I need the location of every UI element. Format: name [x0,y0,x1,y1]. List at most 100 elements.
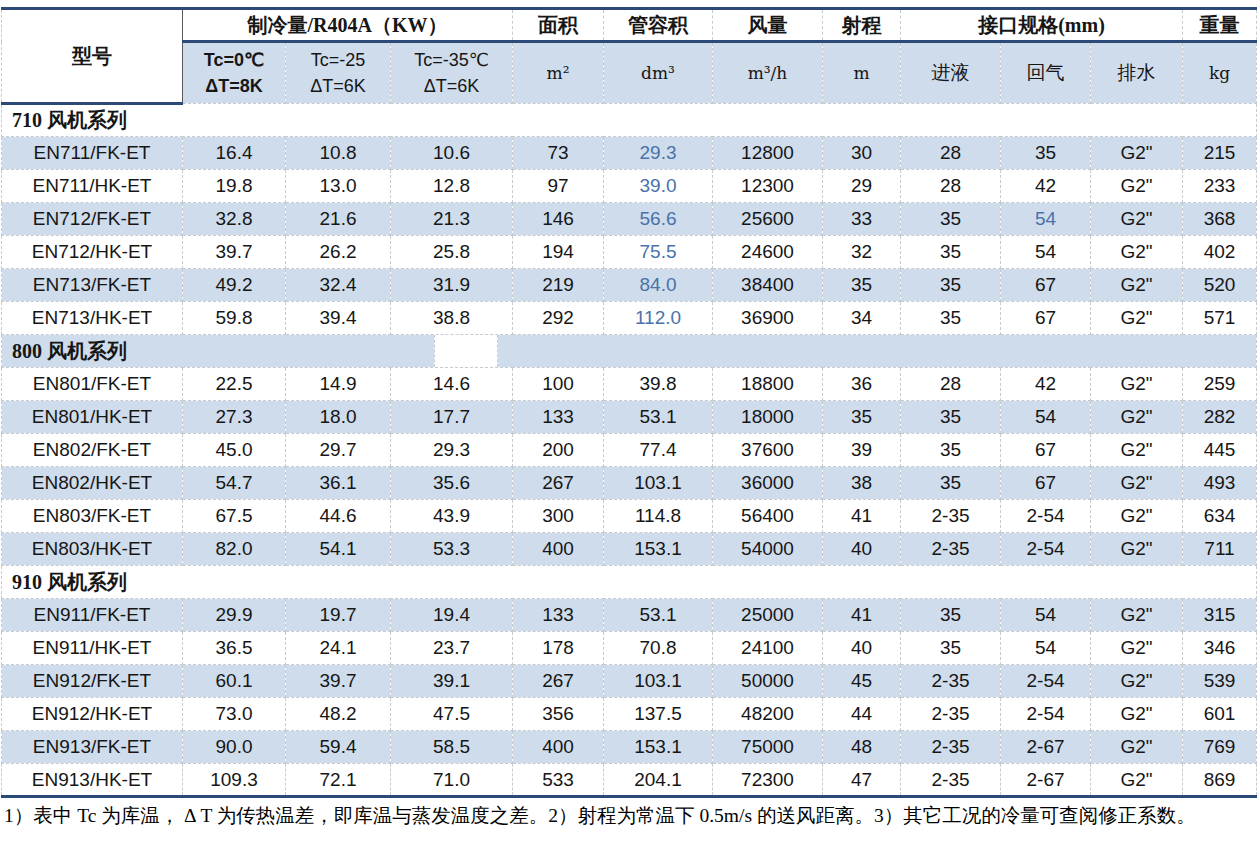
header-air-flow-unit: m³/h [713,42,823,104]
cell-flow: 18000 [713,401,823,434]
cell-vol: 77.4 [604,434,713,467]
cell-tc35: 43.9 [391,500,513,533]
cell-liquid: 2-35 [901,500,1001,533]
cell-weight: 634 [1183,500,1257,533]
cell-vol: 70.8 [604,632,713,665]
cell-range: 40 [823,632,901,665]
cell-drain: G2" [1091,302,1183,335]
cell-liquid: 2-35 [901,698,1001,731]
header-throw-unit: m [823,42,901,104]
cell-tc25: 54.1 [286,533,391,566]
cell-area: 292 [513,302,604,335]
table-row: EN912/FK-ET60.139.739.1267103.150000452-… [2,665,1257,698]
cell-drain: G2" [1091,500,1183,533]
cell-vol: 53.1 [604,599,713,632]
cell-vol: 53.1 [604,401,713,434]
cell-gas: 2-54 [1001,665,1091,698]
cell-tc35: 71.0 [391,764,513,797]
cell-drain: G2" [1091,599,1183,632]
cell-tc25: 19.7 [286,599,391,632]
cell-vol: 112.0 [604,302,713,335]
cell-liquid: 35 [901,269,1001,302]
cell-range: 35 [823,401,901,434]
cell-weight: 233 [1183,170,1257,203]
cell-tc25: 13.0 [286,170,391,203]
cell-flow: 36000 [713,467,823,500]
cell-model: EN802/HK-ET [2,467,183,500]
header-air-flow: 风量 [713,9,823,42]
cell-flow: 25600 [713,203,823,236]
cell-range: 40 [823,533,901,566]
cell-drain: G2" [1091,170,1183,203]
cell-area: 356 [513,698,604,731]
table-row: EN802/HK-ET54.736.135.6267103.1360003835… [2,467,1257,500]
cell-model: EN801/FK-ET [2,368,183,401]
table-row: EN803/HK-ET82.054.153.3400153.154000402-… [2,533,1257,566]
cell-area: 97 [513,170,604,203]
cell-area: 73 [513,137,604,170]
cell-area: 146 [513,203,604,236]
cell-model: EN802/FK-ET [2,434,183,467]
cell-tc25: 29.7 [286,434,391,467]
cell-range: 35 [823,269,901,302]
cell-area: 219 [513,269,604,302]
table-row: EN713/HK-ET59.839.438.8292112.0369003435… [2,302,1257,335]
cell-range: 41 [823,599,901,632]
cell-liquid: 35 [901,632,1001,665]
cell-flow: 48200 [713,698,823,731]
cell-drain: G2" [1091,764,1183,797]
section-title: 800 风机系列 [2,335,1257,368]
table-row: EN712/HK-ET39.726.225.819475.52460032355… [2,236,1257,269]
table-row: EN801/FK-ET22.514.914.610039.81880036284… [2,368,1257,401]
table-row: EN712/FK-ET32.821.621.314656.62560033355… [2,203,1257,236]
header-row-groups: 型号 制冷量/R404A（KW） 面积 管容积 风量 射程 接口规格(mm) 重… [2,9,1257,42]
cell-gas: 2-54 [1001,533,1091,566]
cell-area: 178 [513,632,604,665]
cell-flow: 72300 [713,764,823,797]
cell-gas: 54 [1001,599,1091,632]
cell-vol: 103.1 [604,467,713,500]
cell-weight: 402 [1183,236,1257,269]
cell-weight: 259 [1183,368,1257,401]
cell-model: EN711/HK-ET [2,170,183,203]
table-row: EN803/FK-ET67.544.643.9300114.856400412-… [2,500,1257,533]
cell-tc25: 48.2 [286,698,391,731]
cell-model: EN912/FK-ET [2,665,183,698]
header-model: 型号 [2,9,183,104]
cell-vol: 84.0 [604,269,713,302]
cell-drain: G2" [1091,401,1183,434]
cell-vol: 137.5 [604,698,713,731]
cell-liquid: 35 [901,203,1001,236]
cell-range: 48 [823,731,901,764]
cell-flow: 18800 [713,368,823,401]
cell-model: EN711/FK-ET [2,137,183,170]
unshaded-cell [434,335,498,367]
cell-weight: 769 [1183,731,1257,764]
cell-gas: 67 [1001,434,1091,467]
cell-tc35: 17.7 [391,401,513,434]
cell-liquid: 28 [901,170,1001,203]
table-row: EN713/FK-ET49.232.431.921984.03840035356… [2,269,1257,302]
table-row: EN711/HK-ET19.813.012.89739.012300292842… [2,170,1257,203]
cell-tc25: 18.0 [286,401,391,434]
cell-vol: 103.1 [604,665,713,698]
cell-tc0: 54.7 [183,467,286,500]
cell-range: 39 [823,434,901,467]
cell-liquid: 2-35 [901,533,1001,566]
cell-gas: 54 [1001,203,1091,236]
cell-liquid: 2-35 [901,665,1001,698]
cell-weight: 601 [1183,698,1257,731]
cell-vol: 39.8 [604,368,713,401]
spec-sheet: 型号 制冷量/R404A（KW） 面积 管容积 风量 射程 接口规格(mm) 重… [0,0,1257,829]
cell-vol: 39.0 [604,170,713,203]
cell-flow: 12300 [713,170,823,203]
cell-flow: 75000 [713,731,823,764]
cell-range: 44 [823,698,901,731]
cell-tc0: 19.8 [183,170,286,203]
cell-weight: 368 [1183,203,1257,236]
cell-drain: G2" [1091,137,1183,170]
cell-drain: G2" [1091,467,1183,500]
cell-gas: 2-54 [1001,698,1091,731]
cell-liquid: 2-35 [901,764,1001,797]
cell-model: EN803/FK-ET [2,500,183,533]
